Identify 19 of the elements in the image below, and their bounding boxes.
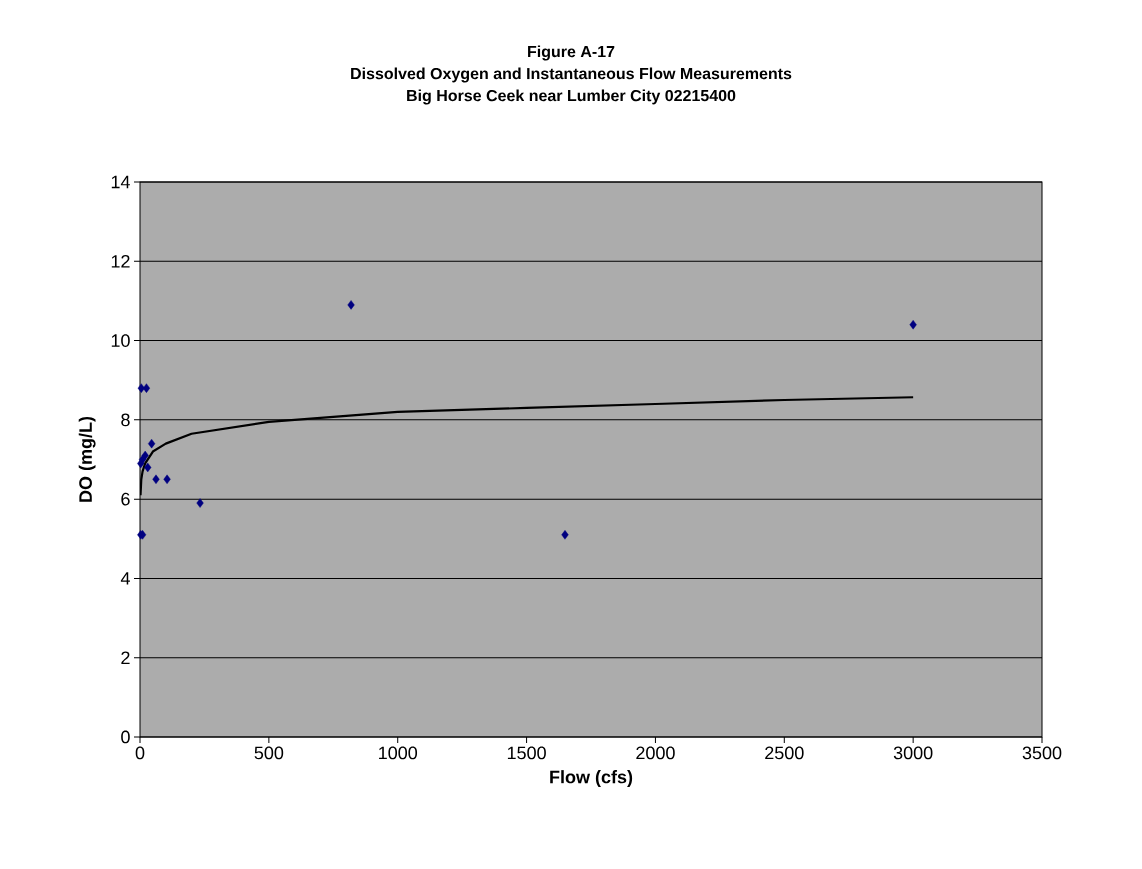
x-tick-label: 1000: [379, 746, 418, 760]
y-tick-label: 6: [121, 492, 130, 506]
x-tick-label: 3000: [893, 746, 933, 760]
y-tick-label: 2: [121, 651, 130, 664]
y-axis-title: DO (mg/L): [78, 416, 96, 502]
y-tick-label: 8: [121, 413, 130, 427]
y-tick-label: 0: [121, 730, 130, 744]
x-tick-label: 2500: [765, 746, 804, 760]
chart-title: Figure A-17 Dissolved Oxygen and Instantaneous Flow Measurements Big Horse Ceek near Lumber City 02215400: [351, 45, 792, 105]
x-tick-label: 3500: [1022, 746, 1062, 760]
x-tick-label: 500: [254, 746, 284, 760]
y-tick-label: 14: [111, 175, 130, 189]
y-tick-label: 10: [111, 334, 130, 347]
y-tick-label: 4: [120, 572, 130, 585]
x-tick-label: 1500: [507, 746, 546, 760]
y-tick-label: 12: [111, 254, 130, 268]
x-tick-label: 0: [135, 746, 145, 760]
x-axis-title: Flow (cfs): [550, 770, 633, 787]
x-tick-label: 2000: [636, 746, 675, 760]
